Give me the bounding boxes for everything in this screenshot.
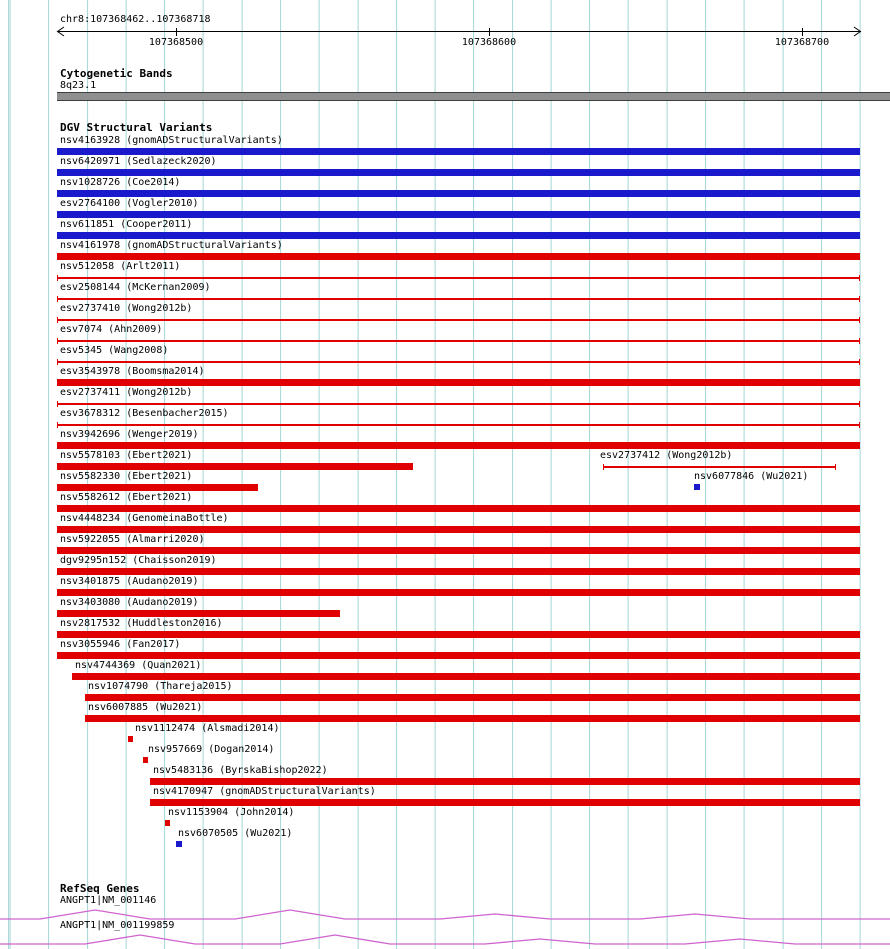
variant-label[interactable]: esv3678312 (Besenbacher2015) (60, 408, 229, 419)
variant-label[interactable]: nsv512058 (Arlt2011) (60, 261, 181, 272)
variant-bar[interactable] (57, 484, 258, 491)
variant-bar[interactable] (85, 715, 860, 722)
variant-bar[interactable] (57, 547, 860, 554)
gene-model[interactable] (0, 903, 890, 923)
variant-label[interactable]: nsv4161978 (gnomADStructuralVariants) (60, 240, 283, 251)
variant-bar[interactable] (57, 463, 413, 470)
ruler-tick-label: 107368700 (774, 37, 830, 48)
variant-label[interactable]: nsv611851 (Cooper2011) (60, 219, 193, 230)
ruler-tick (489, 28, 490, 36)
gene-label[interactable]: ANGPT1|NM_001199859 (60, 920, 175, 931)
variant-label[interactable]: nsv5582612 (Ebert2021) (60, 492, 193, 503)
variant-bar[interactable] (143, 757, 148, 763)
variant-label[interactable]: nsv4448234 (GenomeinaBottle) (60, 513, 229, 524)
variant-label[interactable]: esv2737411 (Wong2012b) (60, 387, 193, 398)
cytoband-label: 8q23.1 (60, 80, 97, 91)
variant-label[interactable]: esv3543978 (Boomsma2014) (60, 366, 205, 377)
variant-label[interactable]: nsv6070505 (Wu2021) (178, 828, 293, 839)
variant-bar[interactable] (57, 275, 860, 281)
variant-label[interactable]: nsv1028726 (Coe2014) (60, 177, 181, 188)
variant-label[interactable]: esv2508144 (McKernan2009) (60, 282, 211, 293)
variant-bar[interactable] (57, 190, 860, 197)
variant-label[interactable]: esv2737412 (Wong2012b) (600, 450, 733, 461)
variant-bar[interactable] (57, 589, 860, 596)
variant-bar[interactable] (57, 442, 860, 449)
variant-bar[interactable] (57, 610, 340, 617)
variant-label[interactable]: nsv3403080 (Audano2019) (60, 597, 199, 608)
variant-bar[interactable] (176, 841, 182, 847)
region-coordinates: chr8:107368462..107368718 (60, 14, 211, 25)
variant-label[interactable]: nsv3401875 (Audano2019) (60, 576, 199, 587)
section-title-refseq: RefSeq Genes (60, 882, 140, 895)
variant-label[interactable]: nsv5922055 (Almarri2020) (60, 534, 205, 545)
variant-bar[interactable] (165, 820, 170, 826)
variant-bar[interactable] (603, 464, 836, 470)
variant-bar[interactable] (57, 296, 860, 302)
variant-label[interactable]: nsv6007885 (Wu2021) (88, 702, 203, 713)
variant-label[interactable]: nsv4170947 (gnomADStructuralVariants) (153, 786, 376, 797)
variant-bar[interactable] (57, 232, 860, 239)
ruler-tick (176, 28, 177, 36)
variant-label[interactable]: dgv9295n152 (Chaisson2019) (60, 555, 217, 566)
variant-bar[interactable] (57, 211, 860, 218)
section-title-cytobands: Cytogenetic Bands (60, 67, 173, 80)
variant-label[interactable]: esv7074 (Ahn2009) (60, 324, 163, 335)
variant-bar[interactable] (57, 317, 860, 323)
section-title-dgv: DGV Structural Variants (60, 121, 213, 134)
variant-bar[interactable] (128, 736, 133, 742)
variant-label[interactable]: esv5345 (Wang2008) (60, 345, 169, 356)
variant-bar[interactable] (57, 359, 860, 365)
variant-bar[interactable] (57, 631, 860, 638)
variant-bar[interactable] (57, 338, 860, 344)
variant-label[interactable]: nsv1074790 (Thareja2015) (88, 681, 233, 692)
ruler-tick-label: 107368600 (461, 37, 517, 48)
variant-bar[interactable] (57, 148, 860, 155)
gene-label[interactable]: ANGPT1|NM_001146 (60, 895, 157, 906)
gene-model[interactable] (0, 928, 890, 948)
variant-label[interactable]: nsv6420971 (Sedlazeck2020) (60, 156, 217, 167)
ruler-tick-label: 107368500 (148, 37, 204, 48)
cytoband-bar[interactable] (57, 92, 890, 101)
variant-label[interactable]: nsv3055946 (Fan2017) (60, 639, 181, 650)
variant-bar[interactable] (85, 694, 860, 701)
variant-bar[interactable] (150, 799, 860, 806)
variant-label[interactable]: nsv4163928 (gnomADStructuralVariants) (60, 135, 283, 146)
variant-label[interactable]: nsv5578103 (Ebert2021) (60, 450, 193, 461)
variant-label[interactable]: nsv1112474 (Alsmadi2014) (135, 723, 280, 734)
variant-bar[interactable] (72, 673, 860, 680)
variant-bar[interactable] (57, 401, 860, 407)
variant-bar[interactable] (694, 484, 700, 490)
variant-bar[interactable] (57, 505, 860, 512)
variant-label[interactable]: nsv5582330 (Ebert2021) (60, 471, 193, 482)
variant-bar[interactable] (57, 568, 860, 575)
ruler-axis[interactable] (0, 0, 890, 50)
variant-label[interactable]: nsv957669 (Dogan2014) (148, 744, 275, 755)
variant-bar[interactable] (57, 379, 860, 386)
variant-bar[interactable] (57, 253, 860, 260)
variant-label[interactable]: nsv3942696 (Wenger2019) (60, 429, 199, 440)
ruler-tick (802, 28, 803, 36)
variant-label[interactable]: nsv6077846 (Wu2021) (694, 471, 809, 482)
variant-label[interactable]: esv2737410 (Wong2012b) (60, 303, 193, 314)
variant-bar[interactable] (57, 652, 860, 659)
variant-label[interactable]: nsv2817532 (Huddleston2016) (60, 618, 223, 629)
variant-bar[interactable] (57, 169, 860, 176)
variant-label[interactable]: esv2764100 (Vogler2010) (60, 198, 199, 209)
variant-label[interactable]: nsv5483136 (ByrskaBishop2022) (153, 765, 328, 776)
variant-label[interactable]: nsv1153904 (John2014) (168, 807, 295, 818)
variant-bar[interactable] (57, 526, 860, 533)
variant-bar[interactable] (150, 778, 860, 785)
variant-label[interactable]: nsv4744369 (Quan2021) (75, 660, 202, 671)
variant-bar[interactable] (57, 422, 860, 428)
